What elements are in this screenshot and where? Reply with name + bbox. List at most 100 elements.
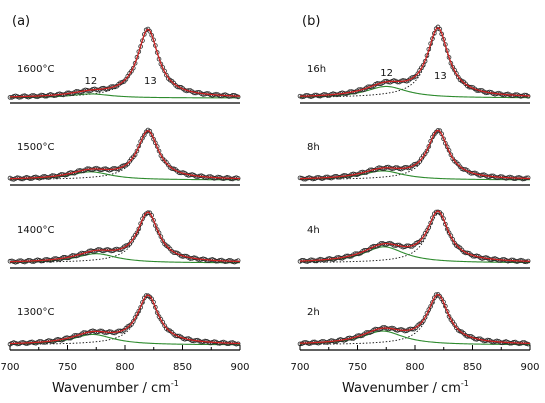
data-point [413, 161, 419, 167]
x-tick-label: 700 [0, 362, 19, 373]
peak-13-curve [299, 29, 531, 98]
panel-label: (a) [12, 14, 30, 29]
data-point [234, 341, 239, 347]
data-point [437, 26, 443, 32]
x-tick-label: 800 [405, 362, 424, 373]
peak-13-curve [9, 131, 241, 180]
x-tick-label: 750 [348, 362, 367, 373]
total-fit-curve [9, 294, 241, 345]
data-point [444, 309, 450, 314]
total-fit-curve [9, 211, 241, 263]
total-fit-curve [9, 28, 241, 98]
x-axis-label-superscript: -1 [461, 379, 469, 388]
experimental-data [297, 24, 531, 100]
peak-13-curve [299, 296, 531, 345]
stack-16h: 16h 12 13 [297, 24, 531, 104]
stack-8h: 8h [297, 128, 531, 186]
x-axis-label-text: Wavenumber / cm [52, 381, 171, 396]
x-tick-label: 700 [290, 362, 309, 373]
data-point [439, 131, 444, 137]
experimental-data [7, 210, 241, 265]
data-point [235, 94, 241, 100]
x-tick-label: 850 [173, 362, 192, 373]
x-tick-label: 750 [58, 362, 77, 373]
data-point [419, 237, 424, 243]
stack-1500°C: 1500°C [7, 127, 241, 186]
peak-13-curve [299, 213, 531, 263]
stack-1400°C: 1400°C [7, 210, 241, 269]
sample-label: 8h [307, 142, 320, 153]
data-point [450, 237, 456, 242]
panel-a: (a) 1600°C 12 13 1500°C 1400°C 1300°C 700 750 800… [0, 14, 249, 396]
sample-label: 1500°C [17, 142, 54, 153]
data-point [306, 341, 312, 346]
total-fit-curve [299, 129, 531, 180]
data-point [518, 257, 524, 263]
peak-13-curve [299, 131, 531, 180]
experimental-data [7, 293, 241, 347]
peak-13-curve [9, 296, 241, 345]
data-point [444, 144, 450, 150]
total-fit-curve [299, 210, 531, 262]
x-axis-label: Wavenumber / cm-1 [52, 379, 179, 396]
data-point [448, 152, 454, 158]
sample-label: 4h [307, 225, 320, 236]
x-axis-label-text: Wavenumber / cm [342, 381, 461, 396]
data-point [507, 174, 513, 180]
peak-13-label: 13 [434, 71, 447, 82]
data-point [121, 163, 127, 168]
panel-b: (b) 16h 12 13 8h 4h 2h 700 750 800 850 900 Wavenumbe… [290, 14, 539, 396]
total-fit-curve [299, 27, 531, 97]
peak-12-label: 12 [380, 68, 393, 79]
x-tick-label: 900 [230, 362, 249, 373]
data-point [525, 341, 531, 347]
data-point [426, 144, 432, 149]
data-point [147, 29, 153, 34]
total-fit-curve [299, 293, 531, 345]
data-point [130, 319, 136, 324]
data-point [164, 72, 169, 78]
data-point [140, 300, 145, 305]
data-point [129, 238, 134, 244]
data-point [235, 258, 241, 263]
total-fit-curve [9, 129, 241, 180]
x-tick-label: 850 [463, 362, 482, 373]
data-point [420, 234, 426, 240]
sample-label: 16h [307, 64, 326, 75]
experimental-data [297, 292, 531, 347]
peak-12-label: 12 [85, 76, 98, 87]
data-point [173, 250, 178, 256]
data-point [149, 296, 154, 302]
experimental-data [297, 209, 531, 265]
stack-4h: 4h [297, 209, 531, 269]
stack-1600°C: 1600°C 12 13 [7, 26, 241, 104]
peak-13-label: 13 [144, 76, 157, 87]
sample-label: 1400°C [17, 225, 54, 236]
data-point [224, 175, 230, 180]
peak-13-curve [9, 213, 241, 263]
data-point [415, 71, 421, 77]
x-tick-label: 900 [520, 362, 539, 373]
x-axis-label: Wavenumber / cm-1 [342, 379, 469, 396]
data-point [13, 260, 18, 265]
stack-2h: 2h [297, 292, 531, 351]
x-axis-label-superscript: -1 [171, 379, 179, 388]
data-point [153, 140, 158, 146]
sample-label: 1600°C [17, 64, 54, 75]
experimental-data [7, 127, 241, 182]
data-point [454, 71, 459, 76]
data-point [156, 148, 162, 154]
data-point [151, 217, 156, 223]
sample-label: 2h [307, 307, 320, 318]
stack-1300°C: 1300°C [7, 293, 241, 351]
data-point [435, 128, 441, 133]
data-point [422, 315, 428, 320]
x-tick-label: 800 [115, 362, 134, 373]
sample-label: 1300°C [17, 307, 54, 318]
data-point [132, 315, 138, 320]
data-point [525, 175, 531, 181]
data-point [149, 132, 154, 138]
panel-label: (b) [302, 14, 320, 29]
experimental-data [297, 128, 531, 182]
